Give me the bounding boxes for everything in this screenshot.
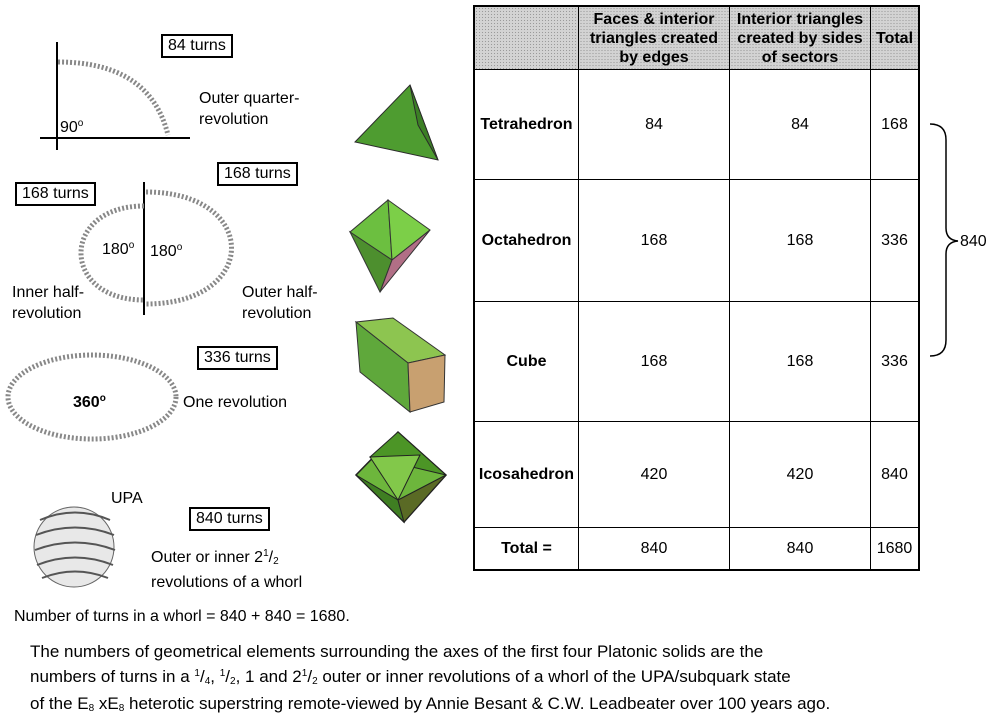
full-turns-box: 336 turns <box>197 346 278 370</box>
table-row: Tetrahedron 84 84 168 <box>473 69 920 181</box>
full-label: One revolution <box>183 394 288 411</box>
full-coil <box>5 352 179 442</box>
octahedron-icon <box>348 198 431 294</box>
table-cell: 840 <box>870 421 920 529</box>
cube-icon <box>354 317 447 414</box>
upa-turns-box: 840 turns <box>189 507 270 531</box>
table-cell: 168 <box>729 179 871 303</box>
table-cell: 84 <box>729 69 871 181</box>
half-inner-coil <box>78 203 145 303</box>
full-angle: 360o <box>73 393 106 411</box>
total-brace <box>929 123 959 357</box>
tetrahedron-icon <box>354 84 439 161</box>
quarter-turns-box: 84 turns <box>161 34 233 58</box>
icosahedron-icon <box>354 430 448 524</box>
half-outer-coil <box>145 189 234 307</box>
table-total-row: Total = 840 840 1680 <box>473 527 920 571</box>
table-row: Octahedron 168 168 336 <box>473 179 920 303</box>
caption-line-3: of the E8 xE8 heterotic superstring remo… <box>30 694 831 714</box>
upa-title: UPA <box>111 490 143 507</box>
table-cell: 420 <box>729 421 871 529</box>
table-header-edges: Faces & interior triangles created by ed… <box>578 5 730 71</box>
table-cell: 168 <box>729 301 871 423</box>
outer-half-turns-box: 168 turns <box>217 162 298 186</box>
table-row: Icosahedron 420 420 840 <box>473 421 920 529</box>
table-cell: 1680 <box>870 527 920 571</box>
row-label: Octahedron <box>473 179 579 303</box>
table-cell: 168 <box>578 179 730 303</box>
table-row: Cube 168 168 336 <box>473 301 920 423</box>
table-header-sectors: Interior triangles created by sides of s… <box>729 5 871 71</box>
table-cell: 336 <box>870 179 920 303</box>
inner-half-label: Inner half- revolution <box>12 284 85 322</box>
inner-half-angle: 180o <box>102 240 135 258</box>
caption: The numbers of geometrical elements surr… <box>30 641 830 720</box>
upa-label: Outer or inner 21/2 revolutions of a who… <box>151 548 303 591</box>
table-cell: 840 <box>729 527 871 571</box>
row-label: Tetrahedron <box>473 69 579 181</box>
table-cell: 168 <box>870 69 920 181</box>
table-header-total: Total <box>870 5 920 71</box>
row-label: Icosahedron <box>473 421 579 529</box>
row-label: Total = <box>473 527 579 571</box>
table-cell: 840 <box>578 527 730 571</box>
outer-half-angle: 180o <box>150 242 183 260</box>
quarter-label: Outer quarter- revolution <box>199 90 300 128</box>
inner-half-turns-box: 168 turns <box>15 182 96 206</box>
whorl-sum: Number of turns in a whorl = 840 + 840 =… <box>14 608 350 625</box>
table-cell: 168 <box>578 301 730 423</box>
table-cell: 336 <box>870 301 920 423</box>
table-header-row: Faces & interior triangles created by ed… <box>473 5 920 71</box>
caption-line-1: The numbers of geometrical elements surr… <box>30 642 764 661</box>
row-label: Cube <box>473 301 579 423</box>
upa-icon <box>33 506 116 588</box>
solids-table: Faces & interior triangles created by ed… <box>473 5 920 571</box>
outer-half-label: Outer half- revolution <box>242 284 318 322</box>
brace-total-label: 840 <box>960 233 987 250</box>
quarter-angle: 90o <box>60 118 84 136</box>
caption-line-2: numbers of turns in a 1/4, 1/2, 1 and 21… <box>30 667 791 687</box>
table-header-blank <box>473 5 579 71</box>
table-cell: 84 <box>578 69 730 181</box>
quarter-coil <box>57 59 171 136</box>
table-cell: 420 <box>578 421 730 529</box>
